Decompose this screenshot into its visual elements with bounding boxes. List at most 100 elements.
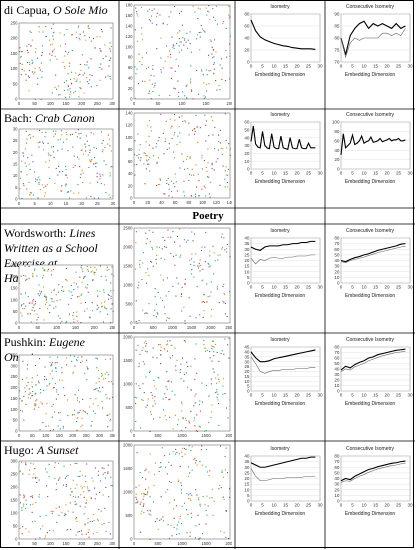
recurrence-point [174,414,176,416]
recurrence-point [149,538,151,541]
recurrence-point [152,155,155,157]
recurrence-point [44,303,46,305]
recurrence-point [97,474,99,476]
recurrence-point [206,495,208,497]
x-tick-label: 200 [78,101,86,106]
recurrence-point [80,322,82,324]
recurrence-point [20,56,22,58]
recurrence-point [99,173,101,175]
recurrence-point [38,382,40,384]
x-tick-label: 10 [361,285,367,290]
recurrence-point [84,524,86,526]
recurrence-point [167,236,169,238]
y-tick-label: 0 [337,499,340,504]
recurrence-point [205,83,208,85]
recurrence-point [138,484,140,486]
x-tick-label: 30 [317,503,323,508]
recurrence-point [201,168,203,170]
recurrence-point [51,364,53,366]
recurrence-point [160,57,162,59]
recurrence-point [61,380,63,382]
recurrence-point [221,246,224,248]
recurrence-point [59,299,61,301]
recurrence-point [99,391,101,393]
recurrence-point [160,179,162,181]
recurrence-point [196,286,198,288]
x-axis-label: Embedding Dimension [254,511,306,517]
recurrence-point [56,58,58,60]
recurrence-point [223,302,225,304]
recurrence-point [20,293,22,295]
recurrence-point [48,425,50,427]
recurrence-point [92,480,94,482]
recurrence-point [160,354,162,356]
recurrence-point [143,342,145,344]
recurrence-point [39,129,41,131]
series-line [340,28,406,59]
recurrence-point [67,474,69,476]
recurrence-point [54,133,56,135]
y-tick-label: 10 [244,269,250,274]
recurrence-point [110,485,112,487]
recurrence-point [199,537,201,539]
recurrence-point [225,49,227,52]
recurrence-point [86,499,88,501]
recurrence-point [22,505,25,507]
y-tick-label: 30 [13,127,18,132]
recurrence-point [20,275,22,277]
recurrence-point [86,366,88,368]
recurrence-point [25,305,27,307]
recurrence-point [164,415,166,417]
recurrence-point [170,381,172,383]
recurrence-point [46,308,49,310]
recurrence-point [26,49,28,51]
recurrence-point [25,507,27,509]
recurrence-point [135,73,137,75]
recurrence-point [94,412,96,415]
recurrence-point [155,259,157,261]
recurrence-point [35,48,37,50]
recurrence-point [226,147,228,149]
recurrence-point [170,524,172,527]
recurrence-point [173,157,175,159]
recurrence-point [169,357,172,359]
recurrence-point [96,308,98,310]
recurrence-point [31,59,33,61]
x-axis-label: Embedding Dimension [254,72,306,78]
recurrence-point [75,31,77,33]
recurrence-point [85,533,87,535]
recurrence-point [65,132,67,134]
recurrence-point [107,414,109,416]
recurrence-point [145,243,147,245]
recurrence-point [164,141,166,143]
recurrence-point [142,262,144,264]
recurrence-point [72,166,74,169]
recurrence-point [168,453,171,455]
recurrence-point [166,473,168,475]
recurrence-point [153,379,155,381]
recurrence-point [197,7,199,9]
recurrence-point [153,86,155,88]
x-tick-label: 100 [179,101,187,106]
recurrence-point [43,195,46,197]
x-tick-label: 1500 [187,325,197,330]
recurrence-point [191,231,193,233]
recurrence-point [38,146,40,148]
recurrence-point [187,47,189,49]
recurrence-point [106,313,109,315]
x-tick-label: 0 [18,325,21,330]
recurrence-point [135,420,137,423]
recurrence-point [135,403,137,405]
recurrence-point [61,185,63,187]
recurrence-point [38,181,40,184]
recurrence-point [21,197,23,199]
y-tick-label: 45 [244,345,250,350]
recurrence-point [188,420,190,422]
recurrence-point [190,82,192,84]
recurrence-point [104,146,106,148]
recurrence-point [174,119,176,121]
recurrence-point [80,88,82,90]
recurrence-point [39,179,41,181]
x-tick-label: 10 [361,64,367,69]
y-tick-label: 30 [244,359,250,364]
